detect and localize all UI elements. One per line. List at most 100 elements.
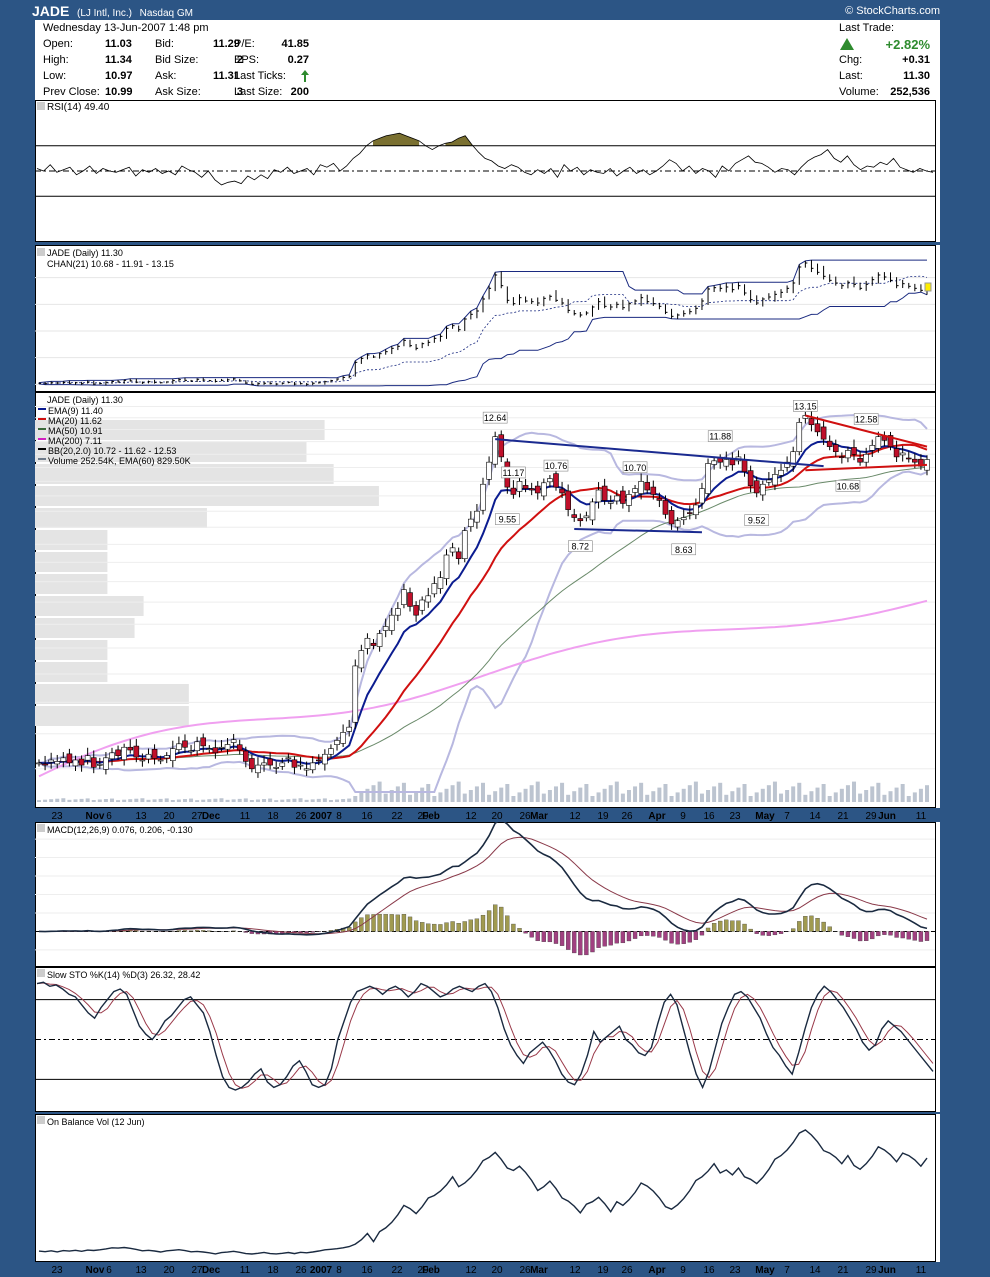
- price-annotation-label: 9.52: [748, 516, 766, 526]
- volume-by-price-bar: [35, 420, 325, 440]
- volume-bar: [158, 798, 163, 802]
- volume-bar: [620, 793, 625, 802]
- ask-label: Ask:: [155, 70, 177, 82]
- candle-body: [887, 435, 894, 447]
- macd-histogram-bar: [438, 924, 443, 932]
- date-axis-label: 29: [865, 811, 877, 822]
- volume-bar: [791, 786, 796, 802]
- obv-legend-swatch: [37, 1116, 45, 1124]
- candle-body: [662, 500, 669, 515]
- candle-body: [303, 768, 310, 771]
- volume-bar: [176, 799, 181, 802]
- price-annotation-label: 9.55: [499, 515, 517, 525]
- pct-change: +2.82%: [885, 37, 930, 52]
- date-axis-label: 26: [621, 1265, 633, 1276]
- price-annotation-box: [671, 543, 697, 556]
- macd-histogram-bar: [663, 931, 668, 941]
- candle-body: [388, 614, 395, 631]
- candle-body: [84, 755, 91, 761]
- channel-last-marker: [924, 282, 932, 292]
- macd-histogram-bar: [699, 931, 705, 936]
- volume-bar: [864, 790, 869, 802]
- volume-bar: [602, 788, 607, 802]
- macd-histogram-bar: [304, 931, 309, 934]
- rsi-overbought-fill: [373, 133, 420, 146]
- macd-legend-swatch: [37, 824, 45, 832]
- candle-body: [534, 485, 541, 494]
- volume-bar: [371, 785, 376, 802]
- macd-histogram-bar: [906, 931, 911, 940]
- macd-line: [38, 818, 928, 936]
- bb-lower-line: [38, 470, 928, 793]
- volume-bar: [487, 794, 492, 802]
- brand-link[interactable]: © StockCharts.com: [845, 5, 940, 17]
- candle-body: [522, 485, 529, 489]
- volume-bar: [578, 787, 583, 802]
- volume-bar: [858, 793, 863, 802]
- macd-histogram-bar: [407, 916, 413, 932]
- volume-bar: [37, 800, 41, 802]
- volume-bar: [730, 791, 735, 802]
- candle-body: [279, 762, 286, 767]
- date-axis-label: 21: [837, 811, 849, 822]
- ema9-line: [38, 440, 928, 765]
- rsi-chart: 9070503010RSI(14) 49.40: [35, 100, 955, 242]
- date-axis-label: 11: [240, 811, 251, 822]
- macd-histogram-bar: [693, 931, 699, 940]
- macd-histogram-bar: [924, 931, 930, 941]
- date-axis-label: 19: [597, 1265, 609, 1276]
- volume-bar: [845, 785, 850, 802]
- volume-bar: [292, 798, 297, 802]
- date-axis-label: 20: [491, 811, 503, 822]
- volume-bar: [414, 791, 419, 802]
- candle-body: [601, 485, 608, 501]
- candle-body: [741, 459, 748, 472]
- candle-body: [686, 512, 693, 514]
- macd-title: MACD(12,26,9) 0.076, 0.206, -0.130: [47, 825, 193, 835]
- candle-body: [194, 741, 200, 752]
- date-axis-label: 12: [569, 1265, 581, 1276]
- volume-bar: [395, 786, 400, 802]
- volume-bar: [73, 799, 78, 802]
- volume-bar: [109, 798, 114, 802]
- macd-histogram-bar: [505, 915, 510, 932]
- price-legend-swatch: [38, 408, 46, 410]
- volume-bar: [280, 799, 285, 802]
- macd-histogram-bar: [797, 921, 802, 932]
- candle-body: [328, 748, 334, 755]
- macd-histogram-bar: [918, 931, 924, 942]
- volume-bar: [182, 799, 187, 802]
- candle-body: [267, 758, 273, 766]
- channel-lower-line: [38, 291, 928, 387]
- volume-bar: [304, 799, 309, 802]
- macd-histogram-bar: [444, 922, 449, 932]
- volume-bar: [468, 790, 473, 802]
- candle-body: [905, 457, 912, 460]
- date-axis-label: 29: [417, 1265, 429, 1276]
- volume-bar: [286, 799, 291, 802]
- candle-body: [72, 759, 79, 767]
- candle-body: [589, 501, 596, 521]
- channel-upper-line: [38, 259, 927, 384]
- date-axis-label: 26: [519, 811, 531, 822]
- volume-bar: [754, 792, 759, 802]
- panel-frame: [35, 245, 936, 392]
- macd-histogram-bar: [626, 931, 632, 942]
- volume-bar: [213, 798, 218, 802]
- macd-histogram-bar: [912, 931, 917, 941]
- volume-bar: [912, 792, 917, 802]
- volume-bar: [462, 793, 467, 802]
- volume-bar: [712, 786, 717, 802]
- candle-body: [863, 453, 869, 463]
- high-label: High:: [43, 54, 69, 66]
- low-value: 10.97: [105, 70, 133, 82]
- macd-histogram-bar: [839, 931, 844, 936]
- candle-body: [632, 488, 638, 493]
- candle-body: [772, 474, 778, 486]
- candle-body: [249, 758, 255, 770]
- stochastic-panel: 805020Slow STO %K(14) %D(3) 26.32, 28.42: [35, 967, 955, 1112]
- candle-body: [60, 757, 67, 762]
- candle-body: [759, 483, 766, 496]
- volume-bar: [706, 790, 711, 802]
- candle-body: [607, 501, 614, 504]
